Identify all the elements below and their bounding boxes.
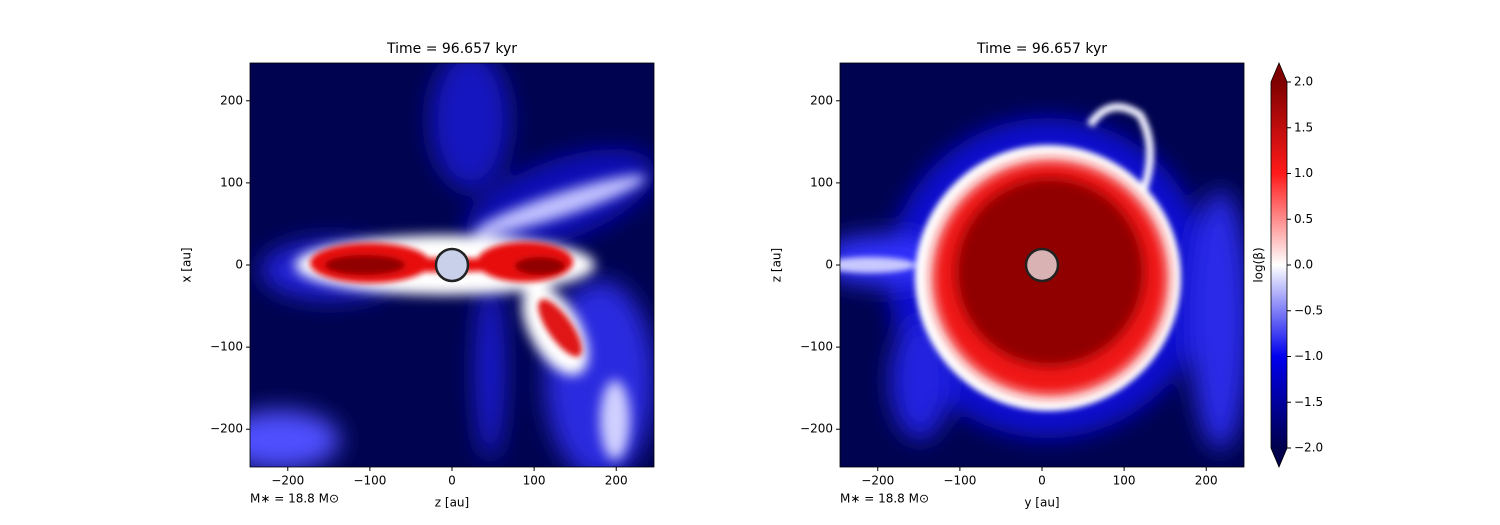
colorbar-label: log(β) (1252, 247, 1266, 282)
colorbar-tick-label: 1.5 (1294, 120, 1313, 134)
colorbar (1270, 61, 1288, 469)
y-tick-label: 200 (810, 93, 833, 107)
colorbar-tick-label: 0.0 (1294, 258, 1313, 272)
y-tick-label: −100 (210, 340, 243, 354)
y-axis-label: x [au] (180, 247, 194, 282)
annotation: M∗ = 18.8 M⊙ (250, 492, 339, 506)
colorbar-tick-label: 1.0 (1294, 166, 1313, 180)
field-left (250, 63, 654, 467)
y-tick-label: 100 (810, 175, 833, 189)
x-tick-label: −100 (943, 474, 976, 488)
colorbar-tick-label: 2.0 (1294, 75, 1313, 89)
colorbar-tick-label: 0.5 (1294, 212, 1313, 226)
y-axis-label: z [au] (770, 248, 784, 282)
colorbar-tick-label: −0.5 (1294, 303, 1323, 317)
annotation: M∗ = 18.8 M⊙ (840, 492, 929, 506)
x-axis-label: z [au] (435, 496, 469, 510)
colorbar-tick-label: −2.0 (1294, 441, 1323, 455)
y-tick-label: 200 (220, 93, 243, 107)
x-tick-label: 200 (605, 474, 628, 488)
x-tick-label: 200 (1195, 474, 1218, 488)
y-tick-label: 100 (220, 175, 243, 189)
x-tick-label: 100 (523, 474, 546, 488)
colorbar-tick-label: −1.0 (1294, 349, 1323, 363)
x-axis-label: y [au] (1024, 496, 1059, 510)
colorbar-tick-label: −1.5 (1294, 395, 1323, 409)
field-right (840, 63, 1244, 467)
x-tick-label: −200 (271, 474, 304, 488)
x-tick-label: 0 (1038, 474, 1046, 488)
y-tick-label: −100 (800, 340, 833, 354)
panel-title: Time = 96.657 kyr (976, 41, 1107, 57)
y-tick-label: −200 (800, 422, 833, 436)
x-tick-label: −100 (353, 474, 386, 488)
x-tick-label: 100 (1113, 474, 1136, 488)
y-tick-label: −200 (210, 422, 243, 436)
panel-title: Time = 96.657 kyr (386, 41, 517, 57)
x-tick-label: 0 (448, 474, 456, 488)
y-tick-label: 0 (235, 258, 243, 272)
x-tick-label: −200 (861, 474, 894, 488)
y-tick-label: 0 (825, 258, 833, 272)
